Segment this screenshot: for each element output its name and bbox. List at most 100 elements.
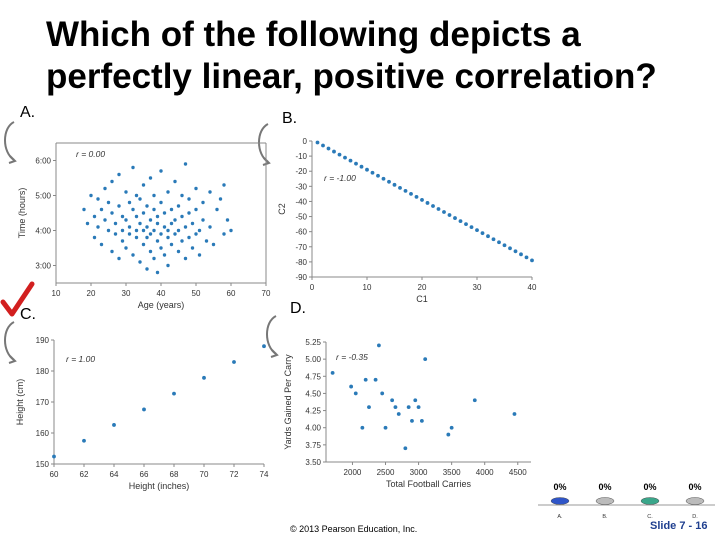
data-point [99,207,104,212]
y-tick-label: 4:00 [35,227,51,236]
data-point [431,204,435,208]
y-axis-label: Time (hours) [17,188,27,239]
data-point [166,235,170,240]
checkmark-icon [0,281,35,317]
x-tick-label: 70 [200,470,209,479]
data-point [138,197,142,201]
data-point [110,211,114,215]
y-tick-label: 3:00 [35,262,51,271]
data-point [180,193,184,198]
data-point [173,218,177,222]
data-point [211,242,216,247]
poll-percent: 0% [688,482,701,492]
x-tick-label: 60 [50,470,59,479]
data-point [425,201,430,205]
x-tick-label: 74 [260,470,269,479]
poll-bar [685,497,705,505]
x-tick-label: 68 [170,470,179,479]
data-point [403,446,408,451]
y-tick-label: 5.25 [305,338,321,347]
data-point [398,185,402,190]
data-point [508,246,512,251]
data-point [201,218,205,222]
data-point [519,252,523,257]
data-point [145,267,149,271]
y-tick-label: 4.00 [305,424,321,433]
y-tick-label: -80 [295,258,307,267]
correlation-annotation: r = 0.00 [76,149,105,159]
x-tick-label: 40 [528,283,537,292]
poll-percent: 0% [553,482,566,492]
data-point [486,234,490,239]
y-tick-label: 6:00 [35,157,51,166]
data-point [124,190,128,194]
data-point [409,191,413,196]
poll-bar [550,497,570,505]
data-point [381,176,386,181]
data-point [380,391,385,396]
data-point [403,188,408,193]
x-tick-label: 30 [473,283,482,292]
correlation-annotation: r = 1.00 [66,354,95,364]
data-point [141,242,146,247]
data-point [124,246,128,250]
data-point [446,432,451,437]
data-point [377,343,381,348]
data-point [530,258,534,263]
data-point [148,218,153,222]
data-point [138,260,142,264]
y-tick-label: 5.00 [305,355,321,364]
data-point [169,207,174,212]
data-point [134,193,139,198]
x-tick-label: 60 [227,289,236,298]
data-point [131,253,135,257]
data-point [82,207,86,212]
data-point [419,418,424,423]
data-point [173,232,177,236]
data-point [148,249,153,254]
data-point [420,198,424,202]
data-point [152,256,156,261]
data-point [176,228,181,233]
option-label-a: A. [20,104,36,121]
data-point [390,398,395,403]
x-tick-label: 20 [87,289,96,298]
data-point [225,218,230,222]
data-point [148,232,153,236]
poll-chart: 0% A. 0% B. 0% C. 0% D. [538,482,715,520]
data-point [491,237,496,242]
data-point [475,228,479,233]
data-point [413,398,418,403]
data-point [194,207,198,212]
x-axis-label: Height (inches) [129,481,190,491]
scatter-plot-a: 10 20 30 40 50 60 70 3:00 4:00 5:00 6:00 Age (years… [17,142,271,310]
data-point [106,228,111,233]
option-label-c: C. [20,306,36,323]
data-point [155,221,160,226]
data-point [172,391,176,396]
data-point [127,200,132,205]
poll-results: 0% A. 0% B. 0% C. 0% D. [530,478,720,540]
slide-title: Which of the following depicts a perfect… [46,15,657,96]
y-tick-label: 5:00 [35,192,51,201]
y-tick-label: 160 [36,429,50,438]
data-point [159,246,163,250]
data-point [197,253,202,257]
data-point [373,377,378,382]
scatter-plot-c: 60 62 64 66 68 70 72 74 150 160 170 180 190 Height (i… [15,336,269,491]
y-tick-label: 180 [36,367,50,376]
y-tick-label: 150 [36,460,50,469]
data-point [232,360,236,364]
poll-percent: 0% [643,482,656,492]
data-point [326,146,331,151]
y-tick-label: 4.75 [305,372,321,381]
x-tick-label: 2000 [344,468,362,477]
data-point [117,256,121,261]
option-label-d: D. [290,300,306,317]
data-point [169,221,174,226]
data-point [208,225,212,229]
y-tick-label: 3.50 [305,458,321,467]
data-point [376,173,380,178]
data-point [166,228,170,233]
data-point [180,239,184,243]
